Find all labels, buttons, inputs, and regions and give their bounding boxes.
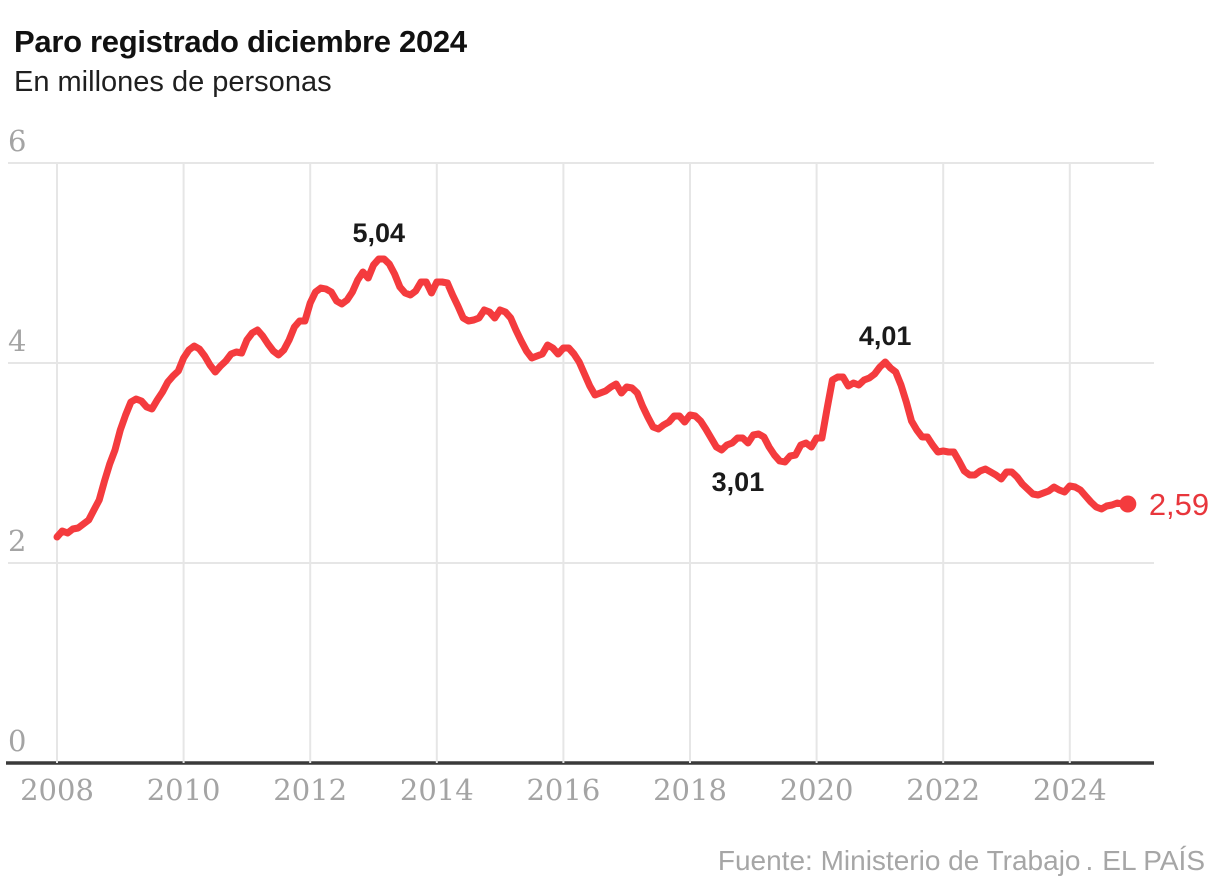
chart-subtitle: En millones de personas — [14, 66, 332, 98]
y-axis-tick-label: 2 — [8, 524, 26, 558]
data-point-annotation: 4,01 — [859, 321, 912, 351]
footer-separator: . — [1085, 845, 1094, 876]
x-axis-tick-label: 2024 — [1033, 773, 1107, 807]
x-axis-tick-label: 2022 — [906, 773, 980, 807]
x-axis-tick-label: 2016 — [526, 773, 600, 807]
source-text: Fuente: Ministerio de Trabajo — [717, 845, 1081, 876]
publisher-credit: EL PAÍS — [1102, 845, 1205, 876]
y-axis-tick-label: 6 — [8, 124, 26, 158]
data-point-annotation: 5,04 — [352, 218, 405, 248]
x-axis-tick-label: 2012 — [273, 773, 347, 807]
x-axis-tick-label: 2008 — [20, 773, 94, 807]
x-axis-tick-label: 2020 — [780, 773, 854, 807]
data-point-annotation: 3,01 — [712, 467, 765, 497]
series-end-dot — [1119, 495, 1137, 513]
latest-value-label: 2,59 — [1149, 487, 1209, 522]
chart-title: Paro registrado diciembre 2024 — [14, 24, 467, 59]
x-axis-tick-label: 2018 — [653, 773, 727, 807]
chart-footer: Fuente: Ministerio de Trabajo . EL PAÍS — [718, 845, 1205, 877]
y-axis-tick-label: 4 — [8, 324, 26, 358]
x-axis-tick-label: 2010 — [147, 773, 221, 807]
unemployment-series-line — [53, 255, 1132, 541]
x-axis-tick-label: 2014 — [400, 773, 474, 807]
y-axis-tick-label: 0 — [8, 724, 26, 758]
